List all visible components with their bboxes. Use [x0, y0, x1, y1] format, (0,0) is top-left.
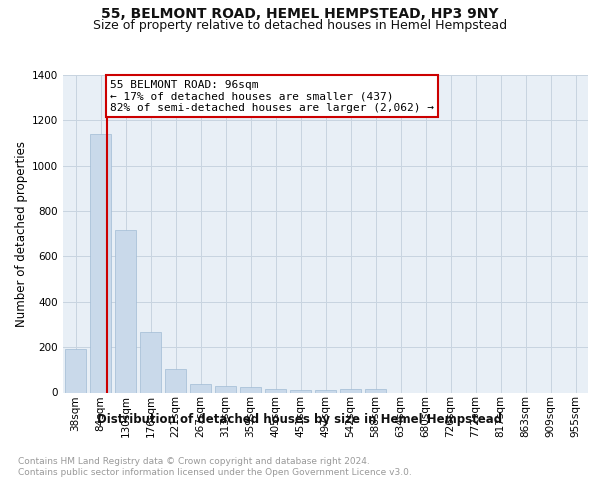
Bar	[90, 134, 111, 392]
Bar	[140, 332, 161, 392]
Bar	[365, 389, 386, 392]
Bar	[315, 390, 336, 392]
Bar	[240, 387, 261, 392]
Text: 55 BELMONT ROAD: 96sqm
← 17% of detached houses are smaller (437)
82% of semi-de: 55 BELMONT ROAD: 96sqm ← 17% of detached…	[110, 80, 434, 112]
Bar	[290, 390, 311, 392]
Text: Distribution of detached houses by size in Hemel Hempstead: Distribution of detached houses by size …	[97, 412, 503, 426]
Text: Contains HM Land Registry data © Crown copyright and database right 2024.
Contai: Contains HM Land Registry data © Crown c…	[18, 458, 412, 477]
Bar	[340, 389, 361, 392]
Y-axis label: Number of detached properties: Number of detached properties	[15, 141, 28, 327]
Bar	[215, 386, 236, 392]
Text: 55, BELMONT ROAD, HEMEL HEMPSTEAD, HP3 9NY: 55, BELMONT ROAD, HEMEL HEMPSTEAD, HP3 9…	[101, 8, 499, 22]
Bar	[190, 384, 211, 392]
Text: Size of property relative to detached houses in Hemel Hempstead: Size of property relative to detached ho…	[93, 18, 507, 32]
Bar	[265, 389, 286, 392]
Bar	[65, 350, 86, 393]
Bar	[115, 230, 136, 392]
Bar	[165, 368, 186, 392]
